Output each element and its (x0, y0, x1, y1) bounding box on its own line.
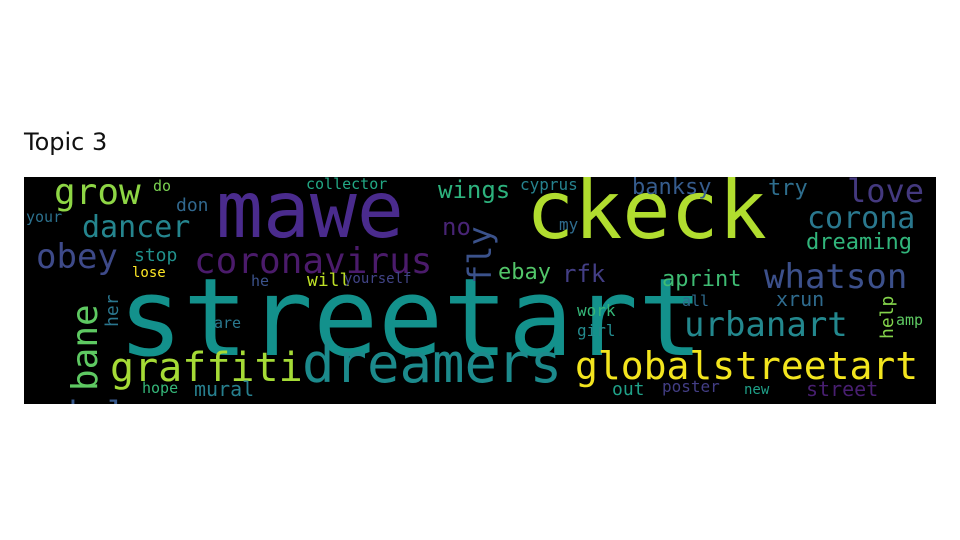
word-my: my (559, 215, 579, 234)
word-mural: mural (194, 377, 255, 401)
word-her: her (102, 294, 123, 327)
word-all: all (682, 292, 710, 310)
word-rebel: rebel (30, 397, 126, 404)
word-yourself: yourself (344, 271, 412, 287)
figure-title: Topic 3 (24, 128, 108, 156)
word-aprint: aprint (662, 267, 742, 292)
word-graffiti: graffiti (110, 345, 303, 391)
word-whatson: whatson (764, 257, 908, 297)
word-grow: grow (54, 177, 141, 213)
word-love: love (847, 177, 925, 210)
word-will: will (307, 270, 351, 291)
word-don: don (176, 195, 209, 216)
word-coronavirus: coronavirus (194, 241, 433, 282)
word-mawe: mawe (216, 177, 404, 256)
word-ckeck: ckeck (526, 177, 767, 257)
word-stop: stop (134, 245, 178, 266)
word-street: street (806, 377, 879, 401)
word-dancer: dancer (82, 210, 191, 245)
word-ebay: ebay (498, 260, 551, 285)
word-are: are (214, 314, 242, 332)
word-cloud: streetart mawe ckeck dreamers globalstre… (24, 177, 936, 404)
word-girl: girl (577, 321, 616, 340)
word-poster: poster (662, 377, 720, 396)
word-no: no (442, 213, 471, 241)
word-cyprus: cyprus (520, 177, 578, 194)
word-streetart: streetart (118, 256, 704, 381)
word-bane: bane (65, 304, 106, 391)
word-do: do (153, 177, 172, 195)
word-corona: corona (807, 201, 916, 236)
word-collector: collector (306, 177, 388, 193)
word-obey: obey (36, 237, 118, 277)
word-banksy: banksy (632, 177, 712, 200)
word-dreamers: dreamers (302, 332, 563, 395)
word-wings: wings (438, 177, 511, 204)
word-hope: hope (142, 379, 179, 397)
word-rfk: rfk (562, 260, 606, 288)
word-new: new (744, 382, 770, 398)
word-work: work (577, 301, 616, 320)
word-he: he (251, 272, 270, 290)
word-lose: lose (132, 265, 166, 281)
word-your: your (26, 208, 63, 226)
word-out: out (612, 379, 645, 400)
word-urbanart: urbanart (684, 305, 848, 345)
word-dreaming: dreaming (806, 230, 912, 255)
word-amp: amp (896, 311, 924, 329)
word-globalstreetart: globalstreetart (575, 344, 919, 388)
word-try: try (768, 177, 808, 201)
word-help: help (877, 295, 898, 339)
word-xrun: xrun (776, 287, 825, 311)
